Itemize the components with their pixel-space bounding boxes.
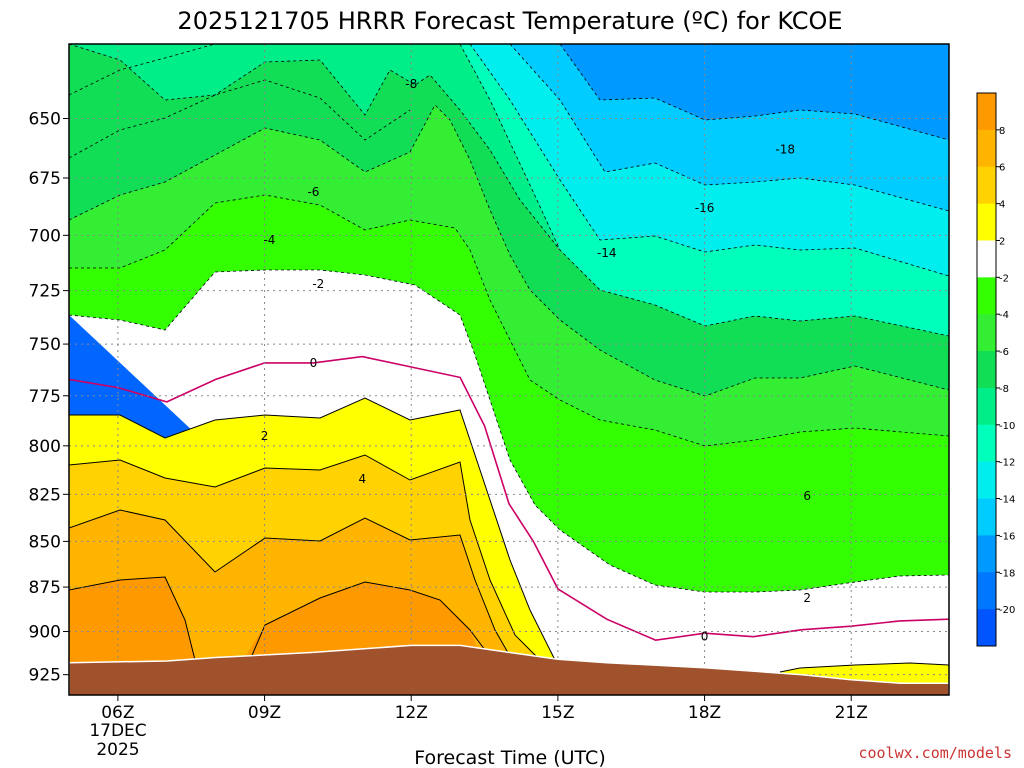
y-tick-label: 825: [29, 485, 61, 505]
colorbar-label: -2: [999, 273, 1009, 284]
x-tick-label: 15Z: [541, 703, 574, 723]
colorbar-swatch: [977, 609, 996, 647]
colorbar-swatch: [977, 129, 996, 168]
colorbar-label: -8: [999, 384, 1009, 395]
y-tick-label: 700: [29, 226, 61, 246]
colorbar-frame: [976, 92, 997, 647]
band-minus-12-to-minus-10: [460, 44, 949, 336]
y-axis: 650 675 700 725 750 775 800 825 850 875 900 925: [29, 109, 69, 686]
x-tick-label: 12Z: [395, 703, 428, 723]
x-tick-label: 09Z: [248, 703, 281, 723]
band-minus-10-to-minus-8: [69, 44, 600, 290]
x-tick-label: 21Z: [835, 703, 868, 723]
contour-label: 4: [359, 472, 367, 486]
colorbar-swatch: [977, 498, 996, 536]
band-minus-14-to-minus-12: [470, 44, 949, 276]
contour-label: 0: [310, 356, 318, 370]
y-tick-label: 925: [29, 666, 61, 686]
colorbar-label: -20: [999, 605, 1015, 616]
y-tick-label: 800: [29, 437, 61, 457]
negative-contour-lines: [69, 44, 949, 593]
colorbar-swatch: [977, 535, 996, 573]
contour-label: -14: [597, 246, 617, 260]
contour-label: -16: [695, 201, 715, 215]
colorbar-label: -12: [999, 458, 1015, 469]
x-axis: 06Z 09Z 12Z 15Z 18Z 21Z: [101, 695, 868, 723]
colorbar-label: 4: [999, 200, 1005, 211]
x-axis-title: Forecast Time (UTC): [414, 747, 605, 768]
colorbar: 8 6 4 2 -2 -4 -6 -8 -10 -12 -14 -16 -18 -20: [976, 92, 1015, 647]
y-tick-label: 750: [29, 335, 61, 355]
colorbar-swatch: [977, 387, 996, 426]
contour-label: -18: [775, 143, 795, 157]
band-minus-8-to-minus-6: [69, 44, 949, 396]
y-tick-label: 900: [29, 622, 61, 642]
x-tick-label: 06Z: [101, 703, 134, 723]
contour-label: -4: [263, 233, 275, 247]
y-tick-label: 775: [29, 387, 61, 407]
date-label-line2: 2025: [96, 740, 139, 760]
contour-label: 2: [803, 591, 811, 605]
chart-title: 2025121705 HRRR Forecast Temperature (ºC…: [177, 7, 842, 35]
y-tick-label: 875: [29, 578, 61, 598]
contour-label: -2: [312, 277, 324, 291]
colorbar-label: 2: [999, 236, 1005, 247]
y-tick-label: 850: [29, 532, 61, 552]
contour-labels: -18 -16 -14 -8 -6 -4 -2 0 2 4 6 2 0: [261, 77, 811, 644]
colorbar-label: 8: [999, 126, 1005, 137]
band-minus-18-to-minus-16: [560, 44, 949, 140]
y-tick-label: 650: [29, 109, 61, 129]
colorbar-label: -16: [999, 531, 1015, 542]
colorbar-label: -14: [999, 495, 1015, 506]
positive-contour-lines: [69, 397, 949, 673]
grid-lines: [69, 44, 949, 695]
contour-label: -6: [307, 185, 319, 199]
colorbar-label: -4: [999, 310, 1009, 321]
credit-text: coolwx.com/models: [858, 744, 1012, 762]
contour-label: 6: [803, 489, 811, 503]
colorbar-swatch: [977, 572, 996, 610]
colorbar-swatch: [977, 314, 996, 352]
band-minus-6-to-minus-4: [69, 105, 949, 446]
y-tick-label: 725: [29, 282, 61, 302]
colorbar-swatch: [977, 93, 996, 131]
colorbar-swatch: [977, 424, 996, 463]
colorbar-label: -10: [999, 421, 1015, 432]
y-tick-label: 675: [29, 169, 61, 189]
zero-isotherm-line: [69, 355, 949, 642]
colorbar-swatch: [977, 166, 996, 205]
contour-label: -8: [405, 77, 417, 91]
contour-label: 2: [261, 429, 269, 443]
colorbar-swatch: [977, 351, 996, 389]
colorbar-label: -6: [999, 347, 1009, 358]
plot-frame: [68, 43, 950, 696]
band-minus-4-to-minus-2: [69, 195, 949, 592]
colorbar-swatch: [977, 277, 996, 315]
contour-label: 0: [701, 630, 709, 644]
colorbar-swatch: [977, 240, 996, 278]
colorbar-label: 6: [999, 163, 1005, 174]
colorbar-swatch: [977, 203, 996, 241]
terrain-area: [69, 644, 949, 695]
colorbar-swatch: [977, 461, 996, 500]
date-label-line1: 17DEC: [89, 721, 146, 741]
x-tick-label: 18Z: [688, 703, 721, 723]
colorbar-label: -18: [999, 568, 1015, 579]
